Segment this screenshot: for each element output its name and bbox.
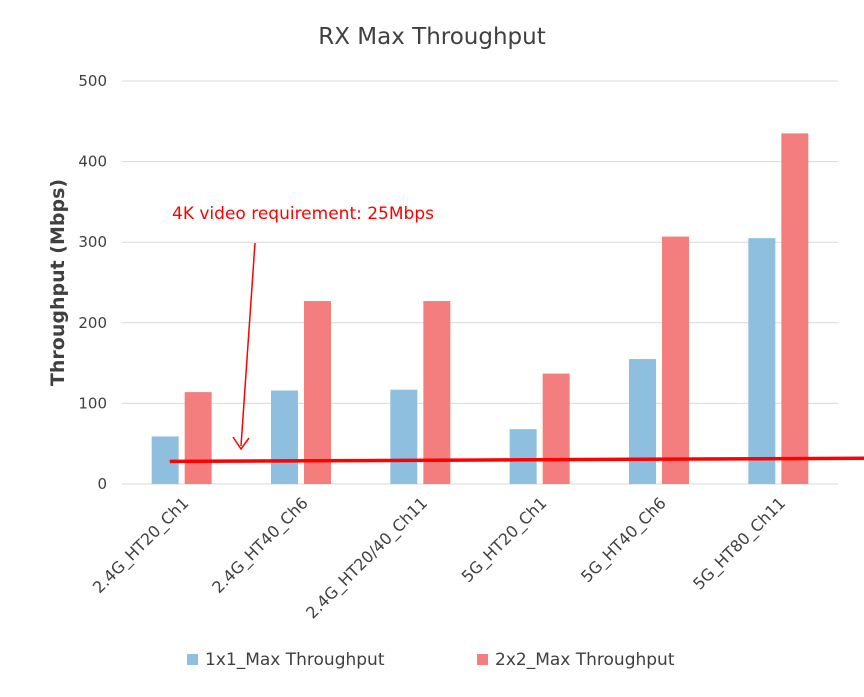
x-tick-label: 5G_HT20_Ch1 bbox=[458, 493, 552, 587]
y-tick-label: 100 bbox=[78, 394, 107, 412]
x-tick-label: 2.4G_HT20_Ch1 bbox=[89, 493, 193, 597]
legend-label-2x2: 2x2_Max Throughput bbox=[495, 650, 675, 670]
annotation-group: 4K video requirement: 25Mbps bbox=[172, 204, 434, 451]
legend-label-1x1: 1x1_Max Throughput bbox=[205, 650, 385, 670]
bar-2x2-0 bbox=[184, 392, 212, 484]
legend-swatch-2x2 bbox=[477, 654, 488, 665]
annotation-arrow-head bbox=[232, 436, 250, 451]
y-axis-ticks: 0 100 200 300 400 500 bbox=[78, 72, 107, 493]
bar-2x2-4 bbox=[662, 236, 689, 484]
x-tick-label: 5G_HT40_Ch6 bbox=[577, 493, 671, 587]
x-tick-label: 5G_HT80_Ch11 bbox=[689, 493, 790, 594]
reference-line-group bbox=[169, 456, 864, 464]
bar-1x1-1 bbox=[271, 390, 298, 484]
bar-2x2-2 bbox=[423, 301, 451, 484]
bar-1x1-5 bbox=[748, 238, 776, 484]
gridlines bbox=[122, 80, 838, 485]
bar-2x2-5 bbox=[781, 133, 809, 484]
y-tick-label: 400 bbox=[78, 153, 107, 171]
bar-1x1-4 bbox=[629, 359, 656, 484]
y-tick-label: 300 bbox=[78, 233, 107, 251]
y-axis-label: Throughput (Mbps) bbox=[47, 179, 69, 386]
legend: 1x1_Max Throughput 2x2_Max Throughput bbox=[187, 650, 675, 670]
bar-1x1-2 bbox=[390, 389, 418, 484]
bar-2x2-3 bbox=[542, 373, 570, 484]
y-tick-label: 500 bbox=[78, 72, 107, 90]
reference-line-25mbps bbox=[169, 456, 864, 464]
y-tick-label: 0 bbox=[97, 475, 107, 493]
bars bbox=[151, 133, 809, 484]
x-axis-ticks: 2.4G_HT20_Ch1 2.4G_HT40_Ch62.4G_HT20/40_C… bbox=[89, 493, 790, 623]
bar-2x2-1 bbox=[304, 301, 331, 484]
y-tick-label: 200 bbox=[78, 314, 107, 332]
x-tick-label: 2.4G_HT40_Ch6 bbox=[208, 493, 312, 597]
legend-swatch-1x1 bbox=[187, 654, 198, 665]
x-tick-label: 2.4G_HT20/40_Ch11 bbox=[302, 493, 432, 623]
annotation-label: 4K video requirement: 25Mbps bbox=[172, 204, 434, 224]
chart-title: RX Max Throughput bbox=[318, 24, 546, 50]
bar-1x1-3 bbox=[509, 429, 537, 484]
annotation-arrow-shaft bbox=[240, 242, 256, 447]
